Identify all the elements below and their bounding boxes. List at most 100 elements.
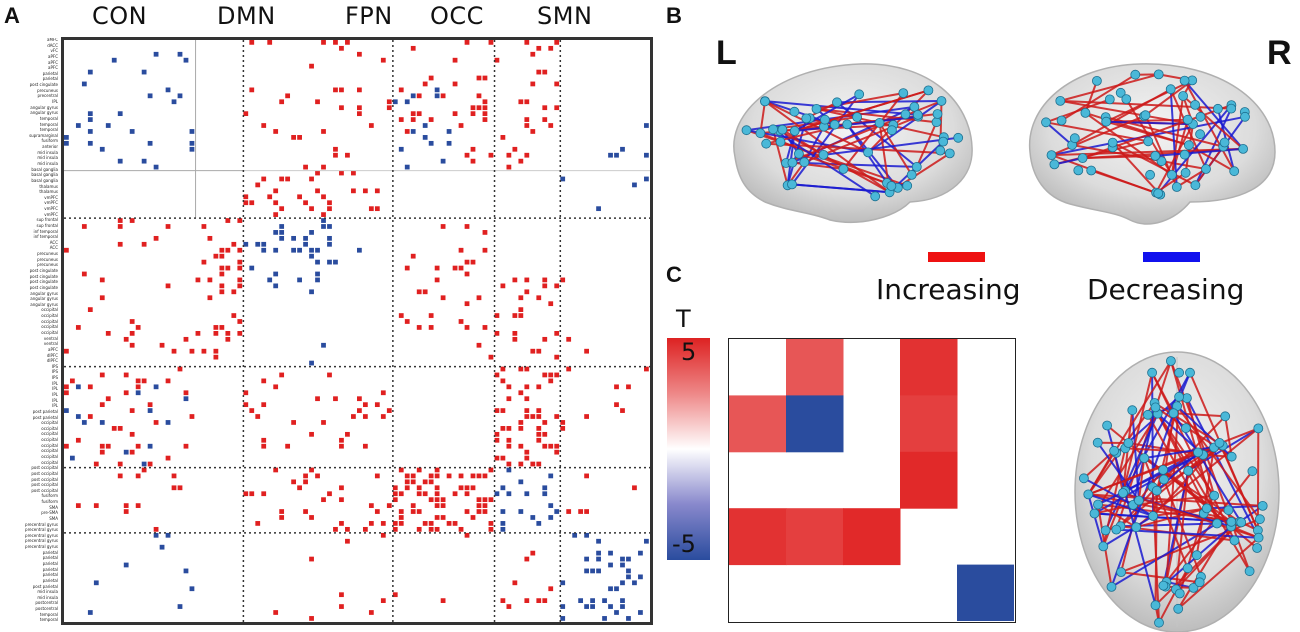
- brain-node: [1101, 526, 1110, 535]
- matrix-cell-positive: [501, 135, 506, 140]
- matrix-cell-positive: [483, 248, 488, 253]
- matrix-cell-positive: [501, 426, 506, 431]
- brain-node: [1227, 517, 1236, 526]
- matrix-cell-positive: [483, 99, 488, 104]
- legend-decreasing-label: Decreasing: [1087, 273, 1244, 306]
- matrix-cell-positive: [64, 384, 69, 389]
- matrix-cell-positive: [614, 384, 619, 389]
- matrix-cell-positive: [471, 105, 476, 110]
- matrix-cell-positive: [506, 604, 511, 609]
- matrix-cell-positive: [357, 396, 362, 401]
- matrix-cell-positive: [219, 272, 224, 277]
- roi-label: dlPFC: [2, 359, 58, 363]
- matrix-cell-positive: [399, 521, 404, 526]
- brain-node: [1186, 368, 1195, 377]
- matrix-cell-negative: [142, 70, 147, 75]
- brain-node: [937, 97, 946, 106]
- matrix-cell-positive: [512, 337, 517, 342]
- matrix-cell-positive: [453, 266, 458, 271]
- brain-node: [1128, 406, 1137, 415]
- matrix-cell-negative: [118, 159, 123, 164]
- matrix-cell-positive: [483, 325, 488, 330]
- brain-node: [1047, 151, 1056, 160]
- brain-node: [887, 182, 896, 191]
- matrix-cell-positive: [231, 313, 236, 318]
- matrix-cell-positive: [530, 349, 535, 354]
- roi-label: precentral gyrus: [2, 528, 58, 532]
- brain-node: [1213, 519, 1222, 528]
- roi-label: basal ganglia: [2, 179, 58, 183]
- matrix-cell-negative: [261, 242, 266, 247]
- matrix-cell-positive: [524, 450, 529, 455]
- matrix-cell-positive: [411, 46, 416, 51]
- roi-label: IPS: [2, 370, 58, 374]
- matrix-cell-negative: [608, 563, 613, 568]
- matrix-cell-positive: [261, 438, 266, 443]
- matrix-cell-positive: [614, 402, 619, 407]
- matrix-cell-positive: [530, 462, 535, 467]
- legend-decreasing-swatch: [1143, 252, 1200, 262]
- matrix-cell-positive: [369, 610, 374, 615]
- matrix-cell-positive: [536, 349, 541, 354]
- matrix-cell-negative: [501, 485, 506, 490]
- matrix-cell-positive: [381, 414, 386, 419]
- brain-node: [1221, 412, 1230, 421]
- brain-node: [875, 118, 884, 127]
- matrix-cell-negative: [429, 141, 434, 146]
- matrix-cell-positive: [303, 200, 308, 205]
- matrix-cell-positive: [411, 254, 416, 259]
- matrix-cell-negative: [411, 93, 416, 98]
- network-t-cell: [843, 508, 901, 565]
- matrix-cell-positive: [166, 283, 171, 288]
- matrix-cell-negative: [578, 598, 583, 603]
- matrix-cell-negative: [88, 129, 93, 134]
- brain-node: [887, 126, 896, 135]
- matrix-cell-positive: [303, 165, 308, 170]
- brain-node: [1112, 525, 1121, 534]
- matrix-cell-positive: [303, 474, 308, 479]
- matrix-cell-positive: [124, 373, 129, 378]
- matrix-cell-positive: [130, 319, 135, 324]
- brain-node: [1181, 168, 1190, 177]
- matrix-cell-positive: [501, 456, 506, 461]
- brain-node: [1196, 130, 1205, 139]
- brain-node: [1169, 409, 1178, 418]
- matrix-cell-positive: [202, 260, 207, 265]
- axial-brain: [1075, 352, 1279, 632]
- matrix-cell-positive: [208, 236, 213, 241]
- matrix-cell-negative: [584, 557, 589, 562]
- brain-node: [1144, 137, 1153, 146]
- brain-node: [1090, 509, 1099, 518]
- matrix-cell-positive: [423, 491, 428, 496]
- matrix-cell-negative: [327, 242, 332, 247]
- matrix-cell-positive: [489, 40, 494, 45]
- matrix-cell-positive: [489, 521, 494, 526]
- matrix-cell-positive: [417, 509, 422, 514]
- matrix-cell-positive: [399, 509, 404, 514]
- matrix-cell-positive: [542, 337, 547, 342]
- matrix-cell-positive: [465, 301, 470, 306]
- brain-node: [1254, 424, 1263, 433]
- brain-node: [1167, 170, 1176, 179]
- matrix-cell-negative: [124, 563, 129, 568]
- roi-label: precuneus: [2, 258, 58, 262]
- matrix-cell-positive: [94, 503, 99, 508]
- matrix-cell-positive: [542, 117, 547, 122]
- legend-increasing-label: Increasing: [876, 273, 1021, 306]
- brain-node: [1094, 500, 1103, 509]
- matrix-cell-positive: [459, 248, 464, 253]
- brain-node: [1149, 512, 1158, 521]
- roi-label: parietal: [2, 77, 58, 81]
- roi-label: parietal: [2, 551, 58, 555]
- brain-node: [1166, 85, 1175, 94]
- brain-node: [830, 120, 839, 129]
- matrix-cell-positive: [124, 390, 129, 395]
- matrix-cell-negative: [154, 384, 159, 389]
- matrix-cell-positive: [315, 188, 320, 193]
- matrix-cell-negative: [297, 248, 302, 253]
- brain-node: [790, 107, 799, 116]
- matrix-cell-positive: [130, 450, 135, 455]
- matrix-cell-positive: [453, 491, 458, 496]
- roi-label: mid insula: [2, 590, 58, 594]
- roi-label: occipital: [2, 427, 58, 431]
